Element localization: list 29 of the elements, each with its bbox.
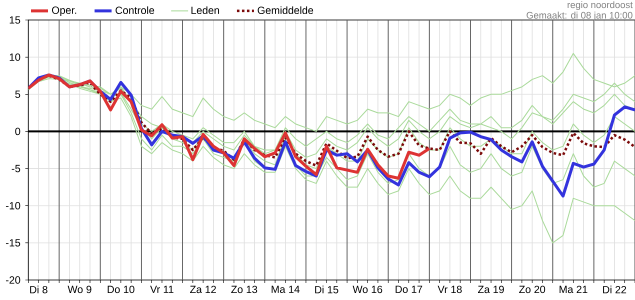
x-tick-label: Vr 11 bbox=[150, 286, 174, 293]
y-tick-label: -10 bbox=[6, 202, 20, 210]
x-tick-label: Vr 18 bbox=[438, 286, 462, 294]
x-tick-label: Zo 20 bbox=[519, 286, 546, 294]
x-tick-label: Ma 21 bbox=[560, 286, 588, 294]
x-tick-label: Di 22 bbox=[603, 286, 626, 294]
y-tick-label: -5 bbox=[12, 164, 20, 172]
x-tick-label: Do 17 bbox=[396, 286, 422, 293]
y-tick-label: -15 bbox=[6, 239, 20, 247]
x-tick-label: Za 19 bbox=[478, 286, 504, 294]
text: regio noordoost bbox=[568, 1, 633, 10]
x-tick-label: Za 12 bbox=[190, 286, 216, 294]
y-tick-label: -20 bbox=[6, 276, 20, 284]
x-tick-label: Di 15 bbox=[315, 286, 338, 294]
x-tick-label: Do 10 bbox=[108, 286, 134, 294]
x-tick-label: Wo 16 bbox=[352, 286, 382, 294]
x-tick-label: Wo 9 bbox=[68, 286, 92, 294]
y-tick-label: 0 bbox=[15, 128, 20, 136]
y-tick-label: 15 bbox=[10, 16, 20, 24]
legend-label: Leden bbox=[191, 6, 220, 14]
y-tick-label: 10 bbox=[10, 53, 20, 61]
legend-label: Controle bbox=[116, 6, 154, 14]
x-tick-label: Zo 13 bbox=[231, 286, 258, 294]
x-tick-label: Di 8 bbox=[30, 286, 48, 294]
x-tick-label: Ma 14 bbox=[272, 286, 300, 293]
annotation: Gemaakt: di 08 jan 10:00 bbox=[526, 12, 632, 20]
legend-label: Oper. bbox=[52, 6, 76, 16]
legend-label: Gemiddelde bbox=[258, 6, 314, 14]
y-tick-label: 5 bbox=[15, 90, 20, 98]
